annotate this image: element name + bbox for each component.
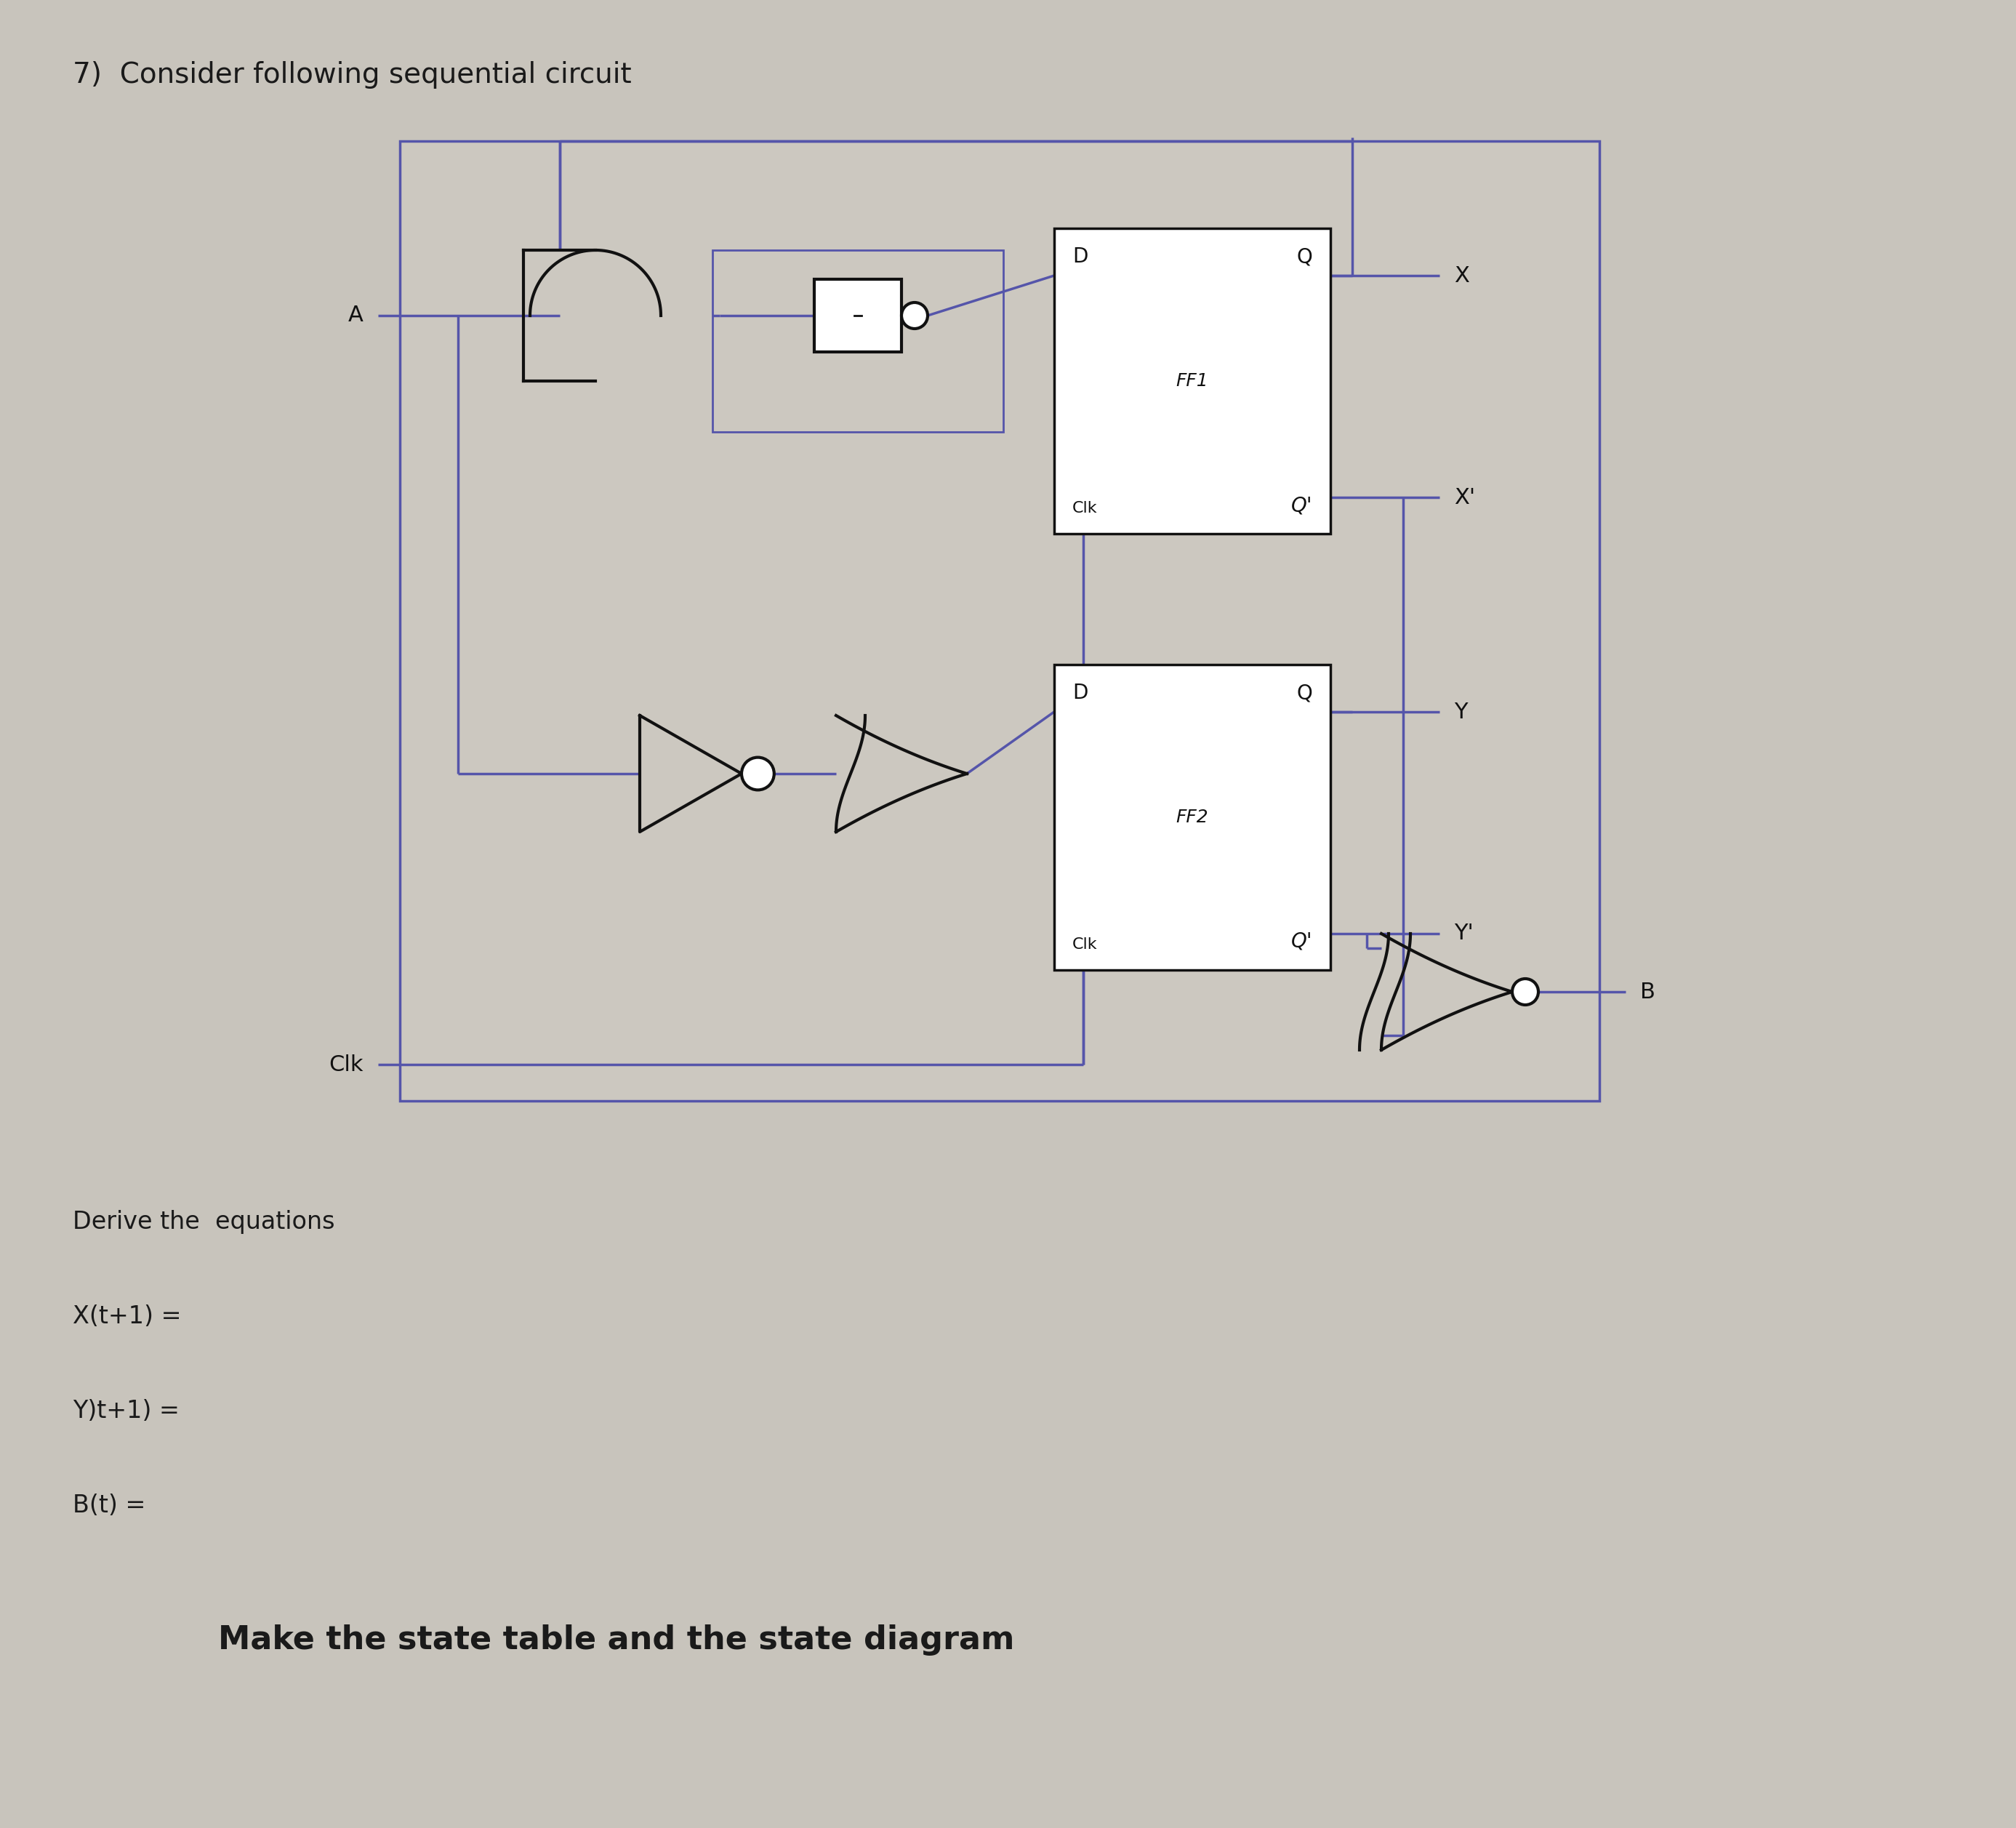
Text: Y)t+1) =: Y)t+1) = [73, 1398, 179, 1422]
Text: 7)  Consider following sequential circuit: 7) Consider following sequential circuit [73, 60, 631, 90]
Text: Y': Y' [1454, 923, 1474, 945]
Text: Q': Q' [1290, 932, 1312, 952]
Text: FF1: FF1 [1175, 373, 1208, 389]
Text: D: D [1073, 684, 1089, 704]
Text: B: B [1641, 982, 1655, 1002]
Text: A: A [349, 305, 363, 325]
Text: Clk: Clk [329, 1055, 363, 1075]
Text: Q: Q [1296, 247, 1312, 267]
Bar [814, 280, 901, 353]
Text: Derive the  equations: Derive the equations [73, 1210, 335, 1234]
Circle shape [1512, 978, 1538, 1005]
Text: Clk: Clk [1073, 501, 1097, 515]
Bar [712, 250, 1004, 431]
Text: X': X' [1454, 486, 1476, 508]
Text: Clk: Clk [1073, 938, 1097, 952]
Text: Q': Q' [1290, 495, 1312, 515]
Text: Y: Y [1454, 702, 1468, 722]
Text: B(t) =: B(t) = [73, 1493, 145, 1517]
Circle shape [742, 757, 774, 790]
Bar [399, 141, 1599, 1100]
Text: Make the state table and the state diagram: Make the state table and the state diagr… [218, 1625, 1014, 1656]
Circle shape [901, 302, 927, 329]
Text: FF2: FF2 [1175, 808, 1208, 826]
Text: Q: Q [1296, 684, 1312, 704]
Text: X(t+1) =: X(t+1) = [73, 1305, 181, 1329]
Bar [1054, 228, 1331, 534]
Bar [1054, 665, 1331, 971]
Text: X: X [1454, 265, 1470, 287]
Text: D: D [1073, 247, 1089, 267]
